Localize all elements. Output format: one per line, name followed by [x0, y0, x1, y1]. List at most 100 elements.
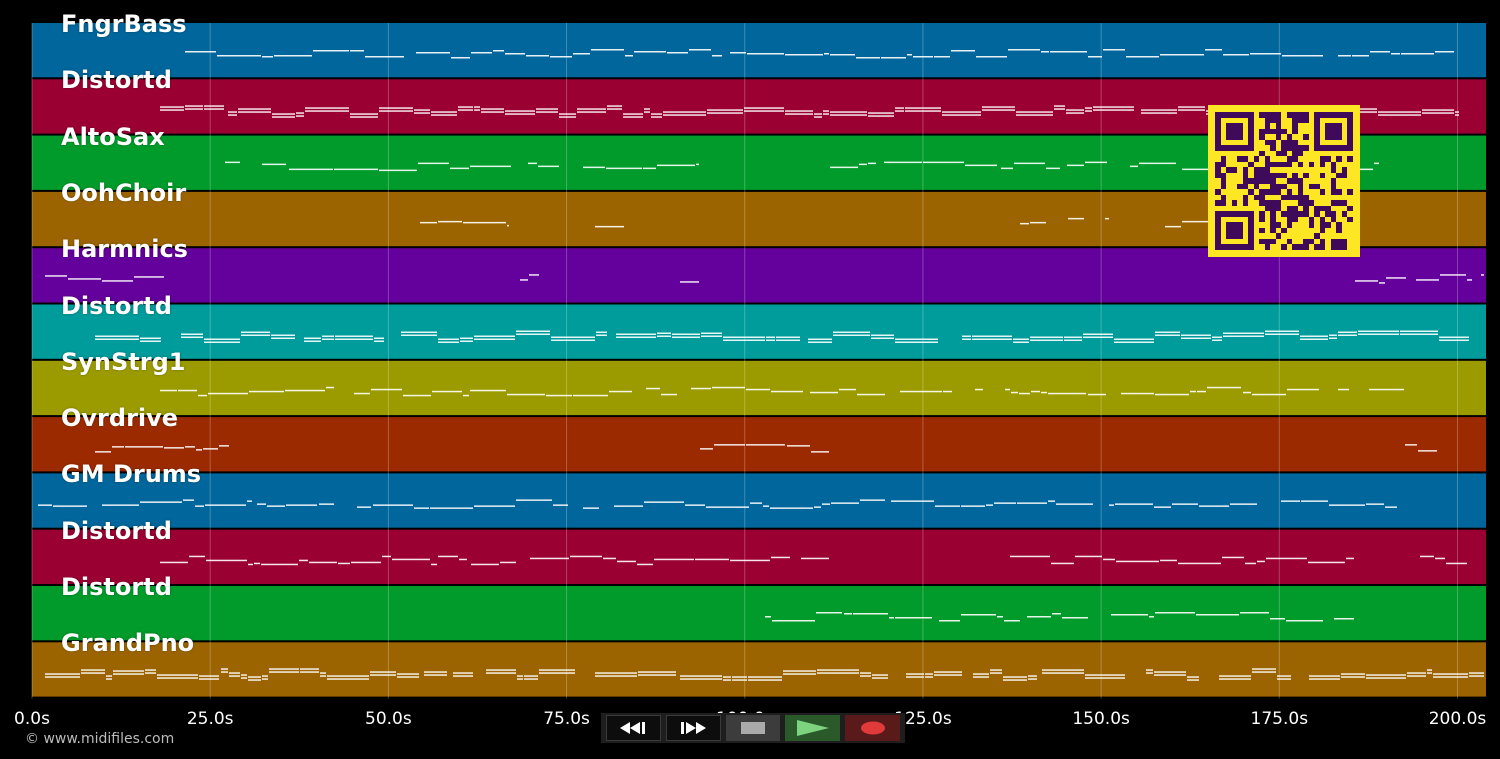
note-bar: [217, 55, 261, 57]
qr-module: [1270, 227, 1276, 234]
note-bar: [1064, 339, 1082, 341]
note-bar: [844, 613, 852, 615]
note-bar: [1329, 337, 1337, 339]
qr-module: [1292, 156, 1298, 162]
note-bar: [1141, 112, 1177, 114]
note-bar: [438, 338, 459, 340]
note-bar: [1114, 341, 1154, 343]
note-bar: [326, 386, 334, 389]
qr-module: [1237, 233, 1243, 239]
track-lane: [32, 529, 1486, 584]
note-bar: [189, 555, 205, 558]
note-bar: [1301, 500, 1328, 502]
note-bar: [320, 672, 326, 674]
note-bar: [906, 676, 924, 678]
note-bar: [1013, 338, 1029, 340]
note-bar: [546, 394, 572, 397]
note-bar: [221, 671, 228, 673]
qr-module: [1314, 139, 1320, 146]
note-bar: [595, 225, 624, 228]
note-bar: [973, 676, 989, 678]
note-bar: [458, 106, 473, 108]
qr-module: [1248, 117, 1254, 124]
note-bar: [285, 389, 325, 392]
note-bar: [1149, 616, 1154, 618]
note-bar: [219, 445, 229, 447]
qr-module: [1231, 167, 1238, 173]
qr-module: [1314, 134, 1320, 140]
note-bar: [1031, 390, 1040, 393]
note-bar: [507, 393, 545, 396]
note-bar: [262, 56, 273, 58]
qr-module: [1297, 112, 1304, 118]
rewind-button[interactable]: [606, 715, 661, 741]
qr-module: [1286, 112, 1293, 118]
note-bar: [766, 339, 775, 341]
note-bar: [354, 392, 370, 395]
note-bar: [744, 107, 784, 109]
qr-module: [1336, 222, 1342, 228]
qr-module: [1259, 167, 1265, 173]
record-button[interactable]: [845, 715, 900, 741]
note-bar: [644, 111, 650, 113]
note-bar: [723, 676, 731, 678]
qr-module: [1270, 145, 1276, 151]
note-bar: [577, 108, 606, 110]
note-bar: [982, 106, 1015, 108]
qr-module: [1308, 238, 1315, 245]
note-bar: [370, 671, 396, 673]
note-bar: [750, 502, 762, 504]
note-bar: [460, 337, 473, 339]
note-bar: [1172, 503, 1198, 505]
note-bar: [712, 386, 745, 389]
qr-module: [1242, 183, 1249, 190]
qr-module: [1242, 156, 1249, 162]
note-bar: [1062, 617, 1088, 619]
qr-module: [1237, 222, 1243, 228]
qr-module: [1319, 161, 1326, 168]
qr-module: [1330, 244, 1337, 250]
note-bar: [198, 394, 207, 397]
note-bar: [872, 674, 888, 676]
note-bar: [1005, 388, 1010, 391]
play-button[interactable]: [785, 715, 841, 741]
note-bar: [414, 112, 430, 114]
stop-button[interactable]: [725, 715, 781, 741]
note-bar: [951, 50, 975, 52]
qr-module: [1226, 244, 1232, 250]
qr-module: [1292, 205, 1298, 212]
qr-module: [1215, 227, 1221, 234]
note-bar: [471, 563, 499, 566]
fast-forward-button[interactable]: [665, 715, 721, 741]
note-bar: [424, 674, 447, 676]
note-bar: [204, 341, 240, 343]
note-bar: [559, 116, 576, 118]
note-bar: [453, 672, 473, 674]
note-bar: [634, 51, 666, 53]
qr-module: [1314, 123, 1320, 129]
note-bar: [1028, 678, 1037, 680]
qr-module: [1215, 211, 1221, 217]
qr-module: [1264, 117, 1271, 124]
note-bar: [657, 335, 671, 337]
note-bar: [538, 165, 559, 168]
note-bar: [181, 336, 203, 338]
qr-module: [1220, 244, 1227, 250]
note-bar: [1469, 672, 1484, 674]
qr-module: [1314, 183, 1320, 190]
note-bar: [493, 50, 504, 52]
note-bar: [860, 672, 871, 674]
qr-module: [1259, 150, 1265, 157]
note-bar: [1334, 618, 1354, 620]
note-bar: [830, 54, 855, 56]
note-bar: [787, 445, 810, 447]
qr-module: [1253, 167, 1260, 173]
note-bar: [185, 105, 203, 107]
note-bar: [1001, 167, 1013, 170]
note-bar: [370, 674, 396, 676]
note-bar: [1155, 334, 1180, 336]
qr-module: [1314, 128, 1320, 135]
note-bar: [1400, 330, 1438, 332]
qr-module: [1264, 161, 1271, 168]
note-bar: [286, 504, 317, 506]
